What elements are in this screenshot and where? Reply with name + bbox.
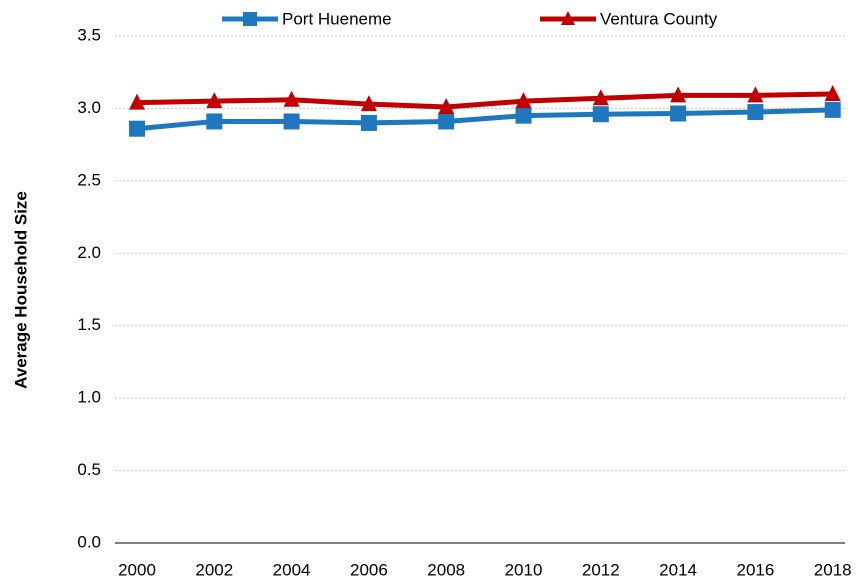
series-line bbox=[136, 107, 833, 132]
x-tick-label: 2008 bbox=[427, 560, 465, 579]
marker bbox=[670, 86, 687, 103]
marker bbox=[670, 105, 687, 122]
marker bbox=[360, 95, 377, 112]
series-line bbox=[136, 91, 833, 110]
marker bbox=[438, 97, 455, 114]
marker bbox=[360, 114, 377, 131]
legend-label: Port Hueneme bbox=[282, 9, 392, 28]
marker bbox=[243, 12, 257, 26]
x-tick-label: 2002 bbox=[195, 560, 233, 579]
marker bbox=[206, 113, 223, 130]
marker bbox=[824, 101, 841, 118]
marker bbox=[129, 93, 145, 110]
legend-label: Ventura County bbox=[600, 9, 718, 28]
marker bbox=[438, 113, 455, 130]
x-tick-label: 2012 bbox=[582, 560, 620, 579]
y-tick-label: 2.5 bbox=[77, 170, 101, 189]
marker bbox=[747, 86, 764, 103]
x-tick-label: 2016 bbox=[736, 560, 774, 579]
x-tick-label: 2006 bbox=[350, 560, 388, 579]
x-tick-label: 2004 bbox=[273, 560, 311, 579]
y-tick-label: 0.0 bbox=[77, 532, 101, 551]
y-tick-label: 3.0 bbox=[77, 98, 101, 117]
y-tick-label: 0.5 bbox=[77, 460, 101, 479]
marker bbox=[515, 92, 532, 109]
y-axis-label: Average Household Size bbox=[11, 191, 30, 389]
marker bbox=[129, 120, 145, 137]
marker bbox=[283, 90, 300, 107]
marker bbox=[592, 89, 609, 106]
y-tick-label: 3.5 bbox=[77, 25, 101, 44]
y-tick-label: 1.0 bbox=[77, 388, 101, 407]
y-tick-label: 2.0 bbox=[77, 243, 101, 262]
x-tick-label: 2010 bbox=[505, 560, 543, 579]
x-tick-label: 2014 bbox=[659, 560, 697, 579]
marker bbox=[561, 11, 575, 25]
marker bbox=[824, 84, 841, 101]
marker bbox=[592, 106, 609, 123]
x-tick-label: 2000 bbox=[118, 560, 156, 579]
marker bbox=[283, 113, 300, 130]
marker bbox=[747, 104, 764, 121]
y-tick-label: 1.5 bbox=[77, 315, 101, 334]
marker bbox=[515, 107, 532, 124]
x-tick-label: 2018 bbox=[814, 560, 852, 579]
marker bbox=[206, 92, 223, 109]
